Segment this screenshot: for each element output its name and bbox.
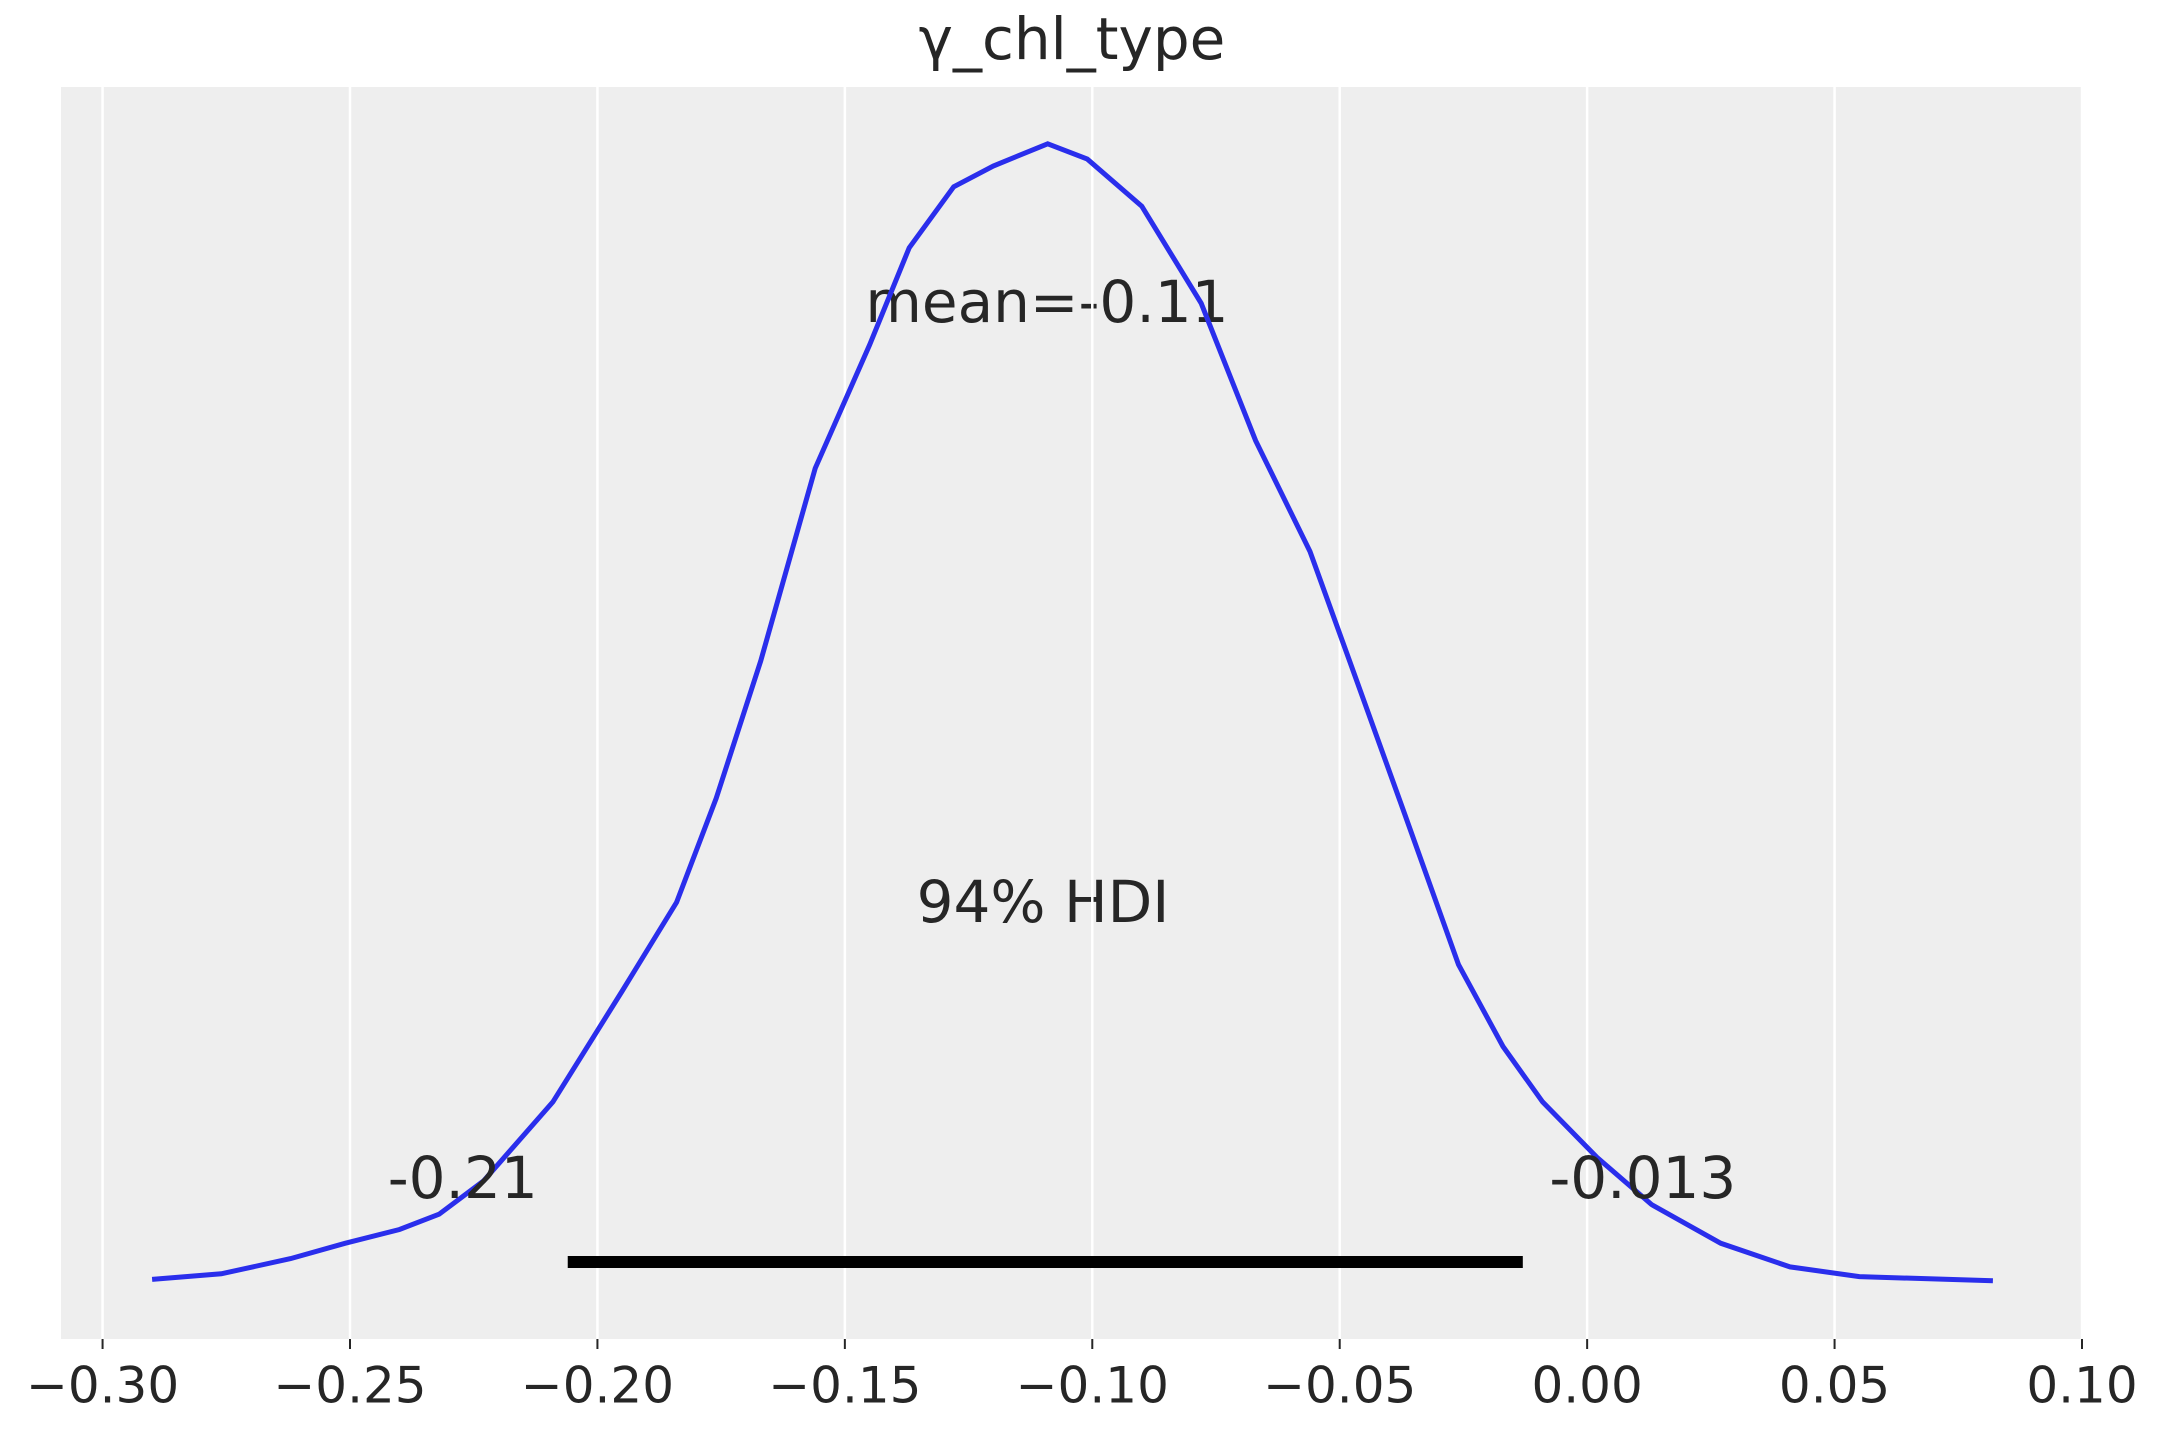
hdi-label: 94% HDI [917,868,1170,936]
x-tick-label: −0.25 [273,1357,426,1415]
mean-label: mean=-0.11 [865,268,1228,336]
x-tick-label: −0.15 [768,1357,921,1415]
plot-area [61,87,2082,1339]
x-tick-label: 0.05 [1779,1357,1890,1415]
x-tick-label: −0.20 [521,1357,674,1415]
hdi-value-label: -0.013 [1549,1144,1736,1212]
x-tick-label: 0.00 [1531,1357,1642,1415]
density-line [151,141,1993,1284]
x-tick-label: 0.10 [2026,1357,2137,1415]
x-tick-label: −0.05 [1263,1357,1416,1415]
x-tick-label: −0.30 [26,1357,179,1415]
hdi-value-label: -0.21 [388,1144,538,1212]
chart-title: γ_chl_type [919,5,1226,73]
x-tick-label: −0.10 [1016,1357,1169,1415]
